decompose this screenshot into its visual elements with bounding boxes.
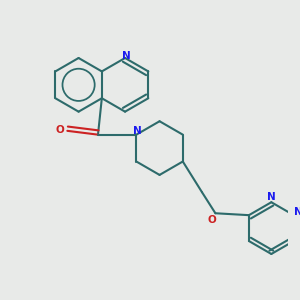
Text: N: N — [122, 51, 130, 61]
Text: O: O — [55, 125, 64, 135]
Text: N: N — [294, 207, 300, 217]
Text: N: N — [267, 192, 276, 203]
Text: N: N — [133, 126, 142, 136]
Text: O: O — [207, 215, 216, 225]
